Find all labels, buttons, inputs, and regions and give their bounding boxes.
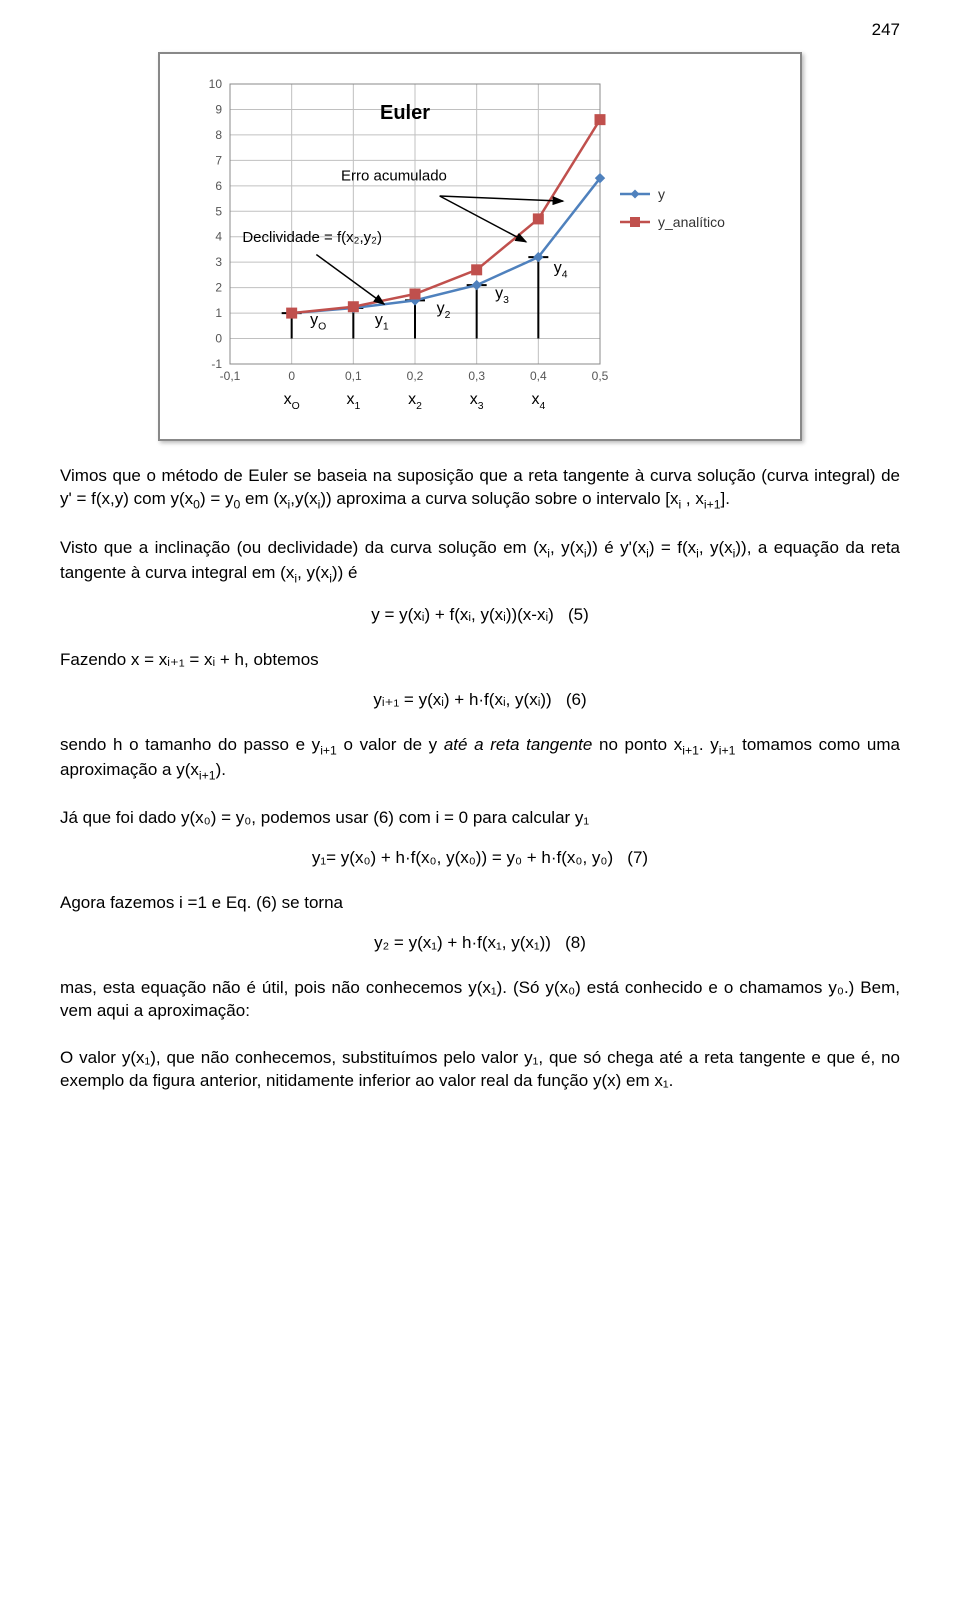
svg-text:yO: yO [310,312,326,333]
svg-text:x4: x4 [531,391,545,412]
equation-7: y₁= y(x₀) + h·f(x₀, y(x₀)) = y₀ + h·f(x₀… [60,848,900,868]
svg-text:1: 1 [215,306,222,320]
svg-text:-1: -1 [211,357,222,371]
svg-text:0,3: 0,3 [468,369,485,383]
svg-text:2: 2 [215,281,222,295]
page-number: 247 [60,20,900,40]
paragraph-5: Já que foi dado y(x₀) = y₀, podemos usar… [60,807,900,830]
paragraph-8: O valor y(x₁), que não conhecemos, subst… [60,1047,900,1093]
svg-text:0,1: 0,1 [345,369,362,383]
svg-text:5: 5 [215,204,222,218]
svg-text:0: 0 [288,369,295,383]
svg-text:x1: x1 [346,391,360,412]
svg-text:0,2: 0,2 [407,369,424,383]
paragraph-6: Agora fazemos i =1 e Eq. (6) se torna [60,892,900,915]
svg-text:3: 3 [215,255,222,269]
chart-svg: -0,1 0 0,1 0,2 0,3 0,4 0,5 -1 0 1 2 3 4 5 6 7 8 9 10 Euler y… [160,64,780,424]
euler-chart: -0,1 0 0,1 0,2 0,3 0,4 0,5 -1 0 1 2 3 4 5 6 7 8 9 10 Euler y… [160,64,800,429]
svg-text:7: 7 [215,153,222,167]
svg-text:0,5: 0,5 [592,369,609,383]
svg-text:Erro acumulado: Erro acumulado [341,168,447,185]
svg-text:xO: xO [284,391,300,412]
svg-text:y2: y2 [437,300,451,321]
svg-text:x2: x2 [408,391,422,412]
svg-text:x3: x3 [470,391,484,412]
paragraph-2: Visto que a inclinação (ou declividade) … [60,537,900,587]
paragraph-3: Fazendo x = xᵢ₊₁ = xᵢ + h, obtemos [60,649,900,672]
svg-text:y_analítico: y_analítico [658,214,725,230]
paragraph-7: mas, esta equação não é útil, pois não c… [60,977,900,1023]
svg-text:y: y [658,186,665,202]
equation-6: yᵢ₊₁ = y(xᵢ) + h·f(xᵢ, y(xᵢ)) (6) [60,690,900,710]
equation-5: y = y(xᵢ) + f(xᵢ, y(xᵢ))(x-xᵢ) (5) [60,605,900,625]
svg-text:Declividade = f(x₂,y₂): Declividade = f(x₂,y₂) [242,229,382,246]
paragraph-1: Vimos que o método de Euler se baseia na… [60,465,900,513]
svg-text:9: 9 [215,102,222,116]
svg-text:4: 4 [215,230,222,244]
svg-text:-0,1: -0,1 [220,369,241,383]
svg-text:10: 10 [209,77,223,91]
svg-text:y1: y1 [375,312,389,333]
chart-frame: -0,1 0 0,1 0,2 0,3 0,4 0,5 -1 0 1 2 3 4 5 6 7 8 9 10 Euler y… [158,52,802,441]
svg-text:Euler: Euler [380,102,430,124]
svg-text:6: 6 [215,179,222,193]
svg-text:8: 8 [215,128,222,142]
equation-8: y₂ = y(x₁) + h·f(x₁, y(x₁)) (8) [60,933,900,953]
svg-text:0,4: 0,4 [530,369,547,383]
paragraph-4: sendo h o tamanho do passo e yi+1 o valo… [60,734,900,784]
svg-text:0: 0 [215,332,222,346]
